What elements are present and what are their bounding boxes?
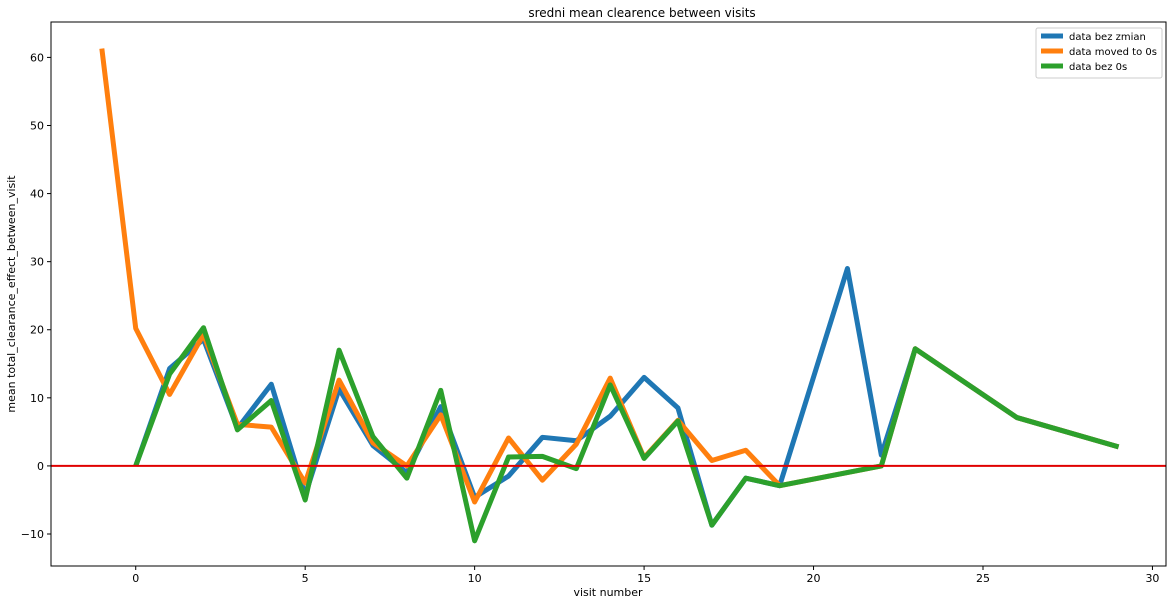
x-tick-label: 25 xyxy=(976,572,990,585)
y-tick-label: 50 xyxy=(30,119,44,132)
chart-title: sredni mean clearence between visits xyxy=(528,6,755,20)
y-tick-label: 20 xyxy=(30,324,44,337)
y-tick-label: 0 xyxy=(37,460,44,473)
y-tick-label: 30 xyxy=(30,256,44,269)
y-tick-label: 10 xyxy=(30,392,44,405)
series-layer xyxy=(99,48,1120,544)
x-tick-label: 20 xyxy=(807,572,821,585)
legend-label-2: data moved to 0s xyxy=(1069,47,1157,58)
y-tick-label: −10 xyxy=(21,528,44,541)
y-tick-label: 40 xyxy=(30,188,44,201)
y-axis: −10 0 10 20 30 40 50 60 xyxy=(21,51,51,541)
x-tick-label: 10 xyxy=(468,572,482,585)
legend-label-3: data bez 0s xyxy=(1069,62,1127,73)
legend-entries: data bez zmian data moved to 0s data bez 0… xyxy=(1041,32,1157,73)
x-axis-label: visit number xyxy=(573,586,643,599)
series-line-3 xyxy=(133,325,1120,544)
y-tick-label: 60 xyxy=(30,51,44,64)
x-tick-label: 5 xyxy=(302,572,309,585)
x-axis: 0 5 10 15 20 25 30 xyxy=(132,566,1159,585)
legend: data bez zmian data moved to 0s data bez 0… xyxy=(1035,27,1163,79)
y-axis-label: mean total_clearance_effect_between_visi… xyxy=(5,175,18,413)
legend-box xyxy=(1035,27,1163,79)
plot-frame xyxy=(50,21,1167,567)
x-tick-label: 0 xyxy=(132,572,139,585)
series-line-1 xyxy=(133,265,1120,528)
x-tick-label: 30 xyxy=(1145,572,1159,585)
x-tick-label: 15 xyxy=(637,572,651,585)
legend-label-1: data bez zmian xyxy=(1069,32,1146,43)
plot-area xyxy=(50,21,1167,567)
